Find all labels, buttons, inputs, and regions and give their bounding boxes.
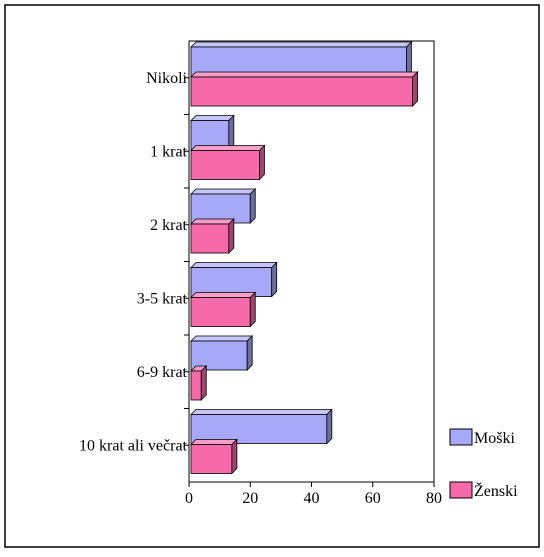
bar-mo-ki-3 [190, 267, 273, 297]
bar-top-face [190, 439, 238, 445]
bar-top-face [190, 41, 413, 48]
bar-mo-ki-4 [190, 340, 248, 371]
bar-top-face [190, 188, 257, 195]
x-tick-label: 0 [185, 490, 193, 507]
x-tick-label: 40 [304, 490, 320, 507]
bar-side-face [259, 144, 265, 181]
bar-side-face [326, 408, 333, 445]
bar-top-face [190, 145, 266, 151]
bar-top-face [190, 262, 278, 268]
bar-top-face [190, 218, 235, 225]
bar-top-face [190, 115, 235, 121]
legend-label: Moški [474, 430, 515, 447]
bar--enski-2 [190, 223, 230, 254]
bar--enski-1 [190, 150, 260, 180]
bar-side-face [249, 291, 256, 328]
category-label: 1 krat [150, 143, 187, 160]
category-label: Nikoli [146, 70, 187, 87]
x-tick-label: 80 [426, 490, 442, 507]
bar-side-face [200, 365, 207, 401]
bar-side-face [228, 218, 235, 254]
bar-top-face [190, 292, 257, 298]
legend-label: Ženski [474, 481, 518, 500]
bar-side-face [231, 438, 238, 475]
bar--enski-5 [190, 444, 233, 474]
bar-side-face [246, 335, 253, 371]
legend-swatch [449, 481, 473, 499]
category-label: 2 krat [150, 217, 187, 234]
plot-area [188, 40, 435, 483]
legend-swatch [449, 428, 473, 446]
bar-top-face [190, 335, 254, 342]
x-tick-label: 20 [242, 490, 258, 507]
bar-side-face [249, 188, 256, 224]
category-label: 10 krat ali večrat [79, 437, 188, 454]
category-label: 6-9 krat [137, 364, 188, 381]
bar-mo-ki-0 [190, 46, 407, 77]
bar-top-face [190, 409, 333, 415]
bar-side-face [271, 261, 278, 298]
category-label: 3-5 krat [137, 290, 188, 307]
bar--enski-4 [190, 370, 202, 401]
bar--enski-0 [190, 76, 413, 107]
bar--enski-3 [190, 297, 251, 327]
bar-side-face [412, 71, 418, 107]
bar-side-face [228, 114, 235, 151]
x-tick-label: 60 [365, 490, 381, 507]
bar-top-face [190, 71, 419, 78]
bar-side-face [406, 41, 412, 77]
